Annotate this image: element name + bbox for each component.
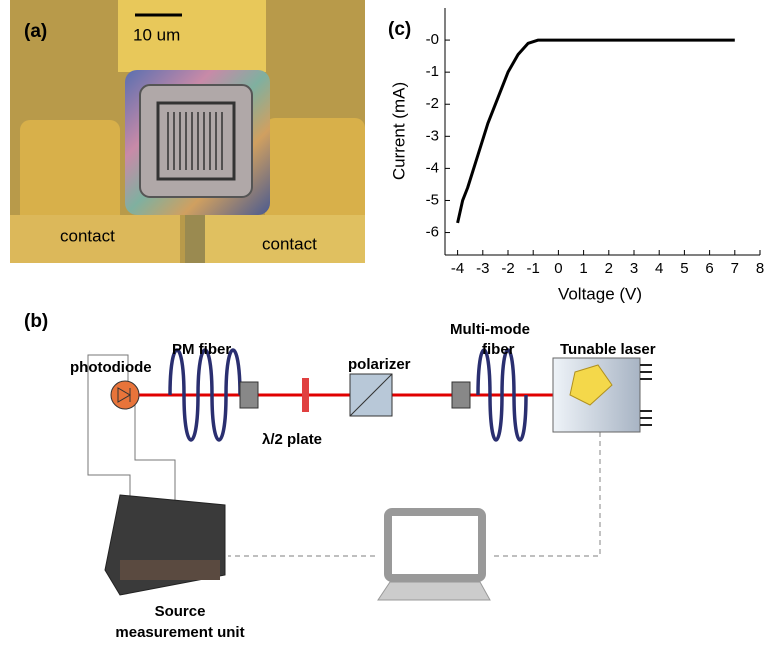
y-axis-title: Current (mA) [389, 82, 408, 180]
contact-label: contact [262, 234, 317, 253]
contact-label: contact [60, 226, 115, 245]
x-tick-label: 2 [605, 260, 613, 277]
x-tick-label: 6 [705, 260, 713, 277]
chart: -0 -1 -2 -3 -4 -5 -6 -4 -3 -2 -1 0 1 2 3 4 5 6 7 8 [426, 8, 764, 277]
x-tick-label: -4 [451, 260, 464, 277]
label: λ/2 plate [262, 431, 322, 448]
y-tick-label: -6 [426, 224, 439, 241]
label: Multi-mode [450, 321, 530, 338]
y-tick-label: -2 [426, 95, 439, 112]
y-tick-label: -0 [426, 31, 439, 48]
panel-label: (b) [24, 311, 48, 332]
x-tick-label: 1 [579, 260, 587, 277]
y-tick-label: -3 [426, 127, 439, 144]
x-tick-label: -1 [527, 260, 540, 277]
x-tick-label: 5 [680, 260, 688, 277]
panel-label: (c) [388, 19, 411, 40]
x-tick-label: 7 [731, 260, 739, 277]
x-tick-label: -3 [476, 260, 489, 277]
x-tick-label: 4 [655, 260, 663, 277]
x-tick-label: 0 [554, 260, 562, 277]
label: fiber [482, 341, 515, 358]
label: photodiode [70, 359, 152, 376]
series-line [456, 38, 735, 224]
setup-diagram [87, 348, 652, 601]
label: measurement unit [115, 624, 244, 641]
label: PM fiber [172, 341, 231, 358]
x-tick-label: 8 [756, 260, 764, 277]
y-tick-label: -1 [426, 63, 439, 80]
x-tick-label: -2 [501, 260, 514, 277]
x-tick-label: 3 [630, 260, 638, 277]
micrograph [10, 0, 365, 263]
x-axis-title: Voltage (V) [558, 284, 642, 303]
scale-label: 10 um [133, 25, 180, 44]
panel-label: (a) [24, 21, 47, 42]
y-tick-label: -4 [426, 159, 439, 176]
label: polarizer [348, 356, 411, 373]
y-tick-label: -5 [426, 191, 439, 208]
label: Tunable laser [560, 341, 656, 358]
label: Source [155, 603, 206, 620]
